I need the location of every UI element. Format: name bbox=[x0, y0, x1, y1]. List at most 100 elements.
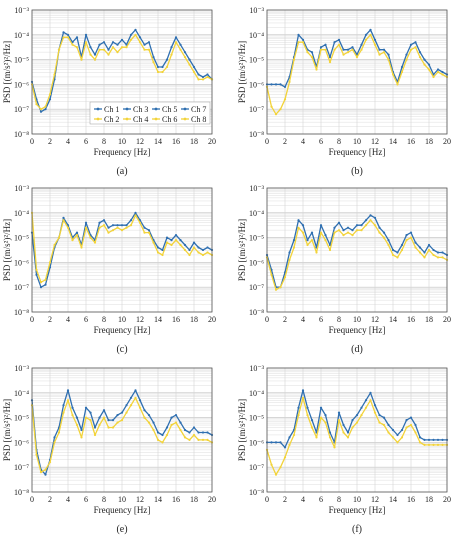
data-point-yellow bbox=[170, 423, 173, 427]
y-tick-label: 10⁻⁸ bbox=[249, 308, 264, 317]
data-point-blue bbox=[288, 436, 291, 439]
data-point-blue bbox=[409, 416, 413, 419]
x-tick-label: 16 bbox=[172, 137, 180, 146]
data-point-blue bbox=[418, 436, 422, 439]
data-point-yellow bbox=[183, 436, 187, 439]
x-tick-label: 0 bbox=[265, 495, 269, 504]
data-point-yellow bbox=[342, 53, 345, 56]
data-point-blue bbox=[337, 221, 341, 224]
data-point-yellow bbox=[111, 229, 115, 232]
data-point-yellow bbox=[279, 466, 282, 469]
data-point-yellow bbox=[279, 108, 282, 111]
data-point-yellow bbox=[288, 258, 291, 261]
data-point-yellow bbox=[44, 468, 47, 471]
legend-marker bbox=[125, 107, 129, 111]
data-point-blue bbox=[102, 41, 106, 44]
x-tick-label: 10 bbox=[118, 495, 126, 504]
data-point-blue bbox=[62, 216, 65, 219]
x-tick-label: 4 bbox=[301, 495, 305, 504]
data-point-blue bbox=[165, 58, 169, 61]
data-point-yellow bbox=[107, 231, 110, 234]
data-point-yellow bbox=[138, 406, 142, 409]
data-point-blue bbox=[188, 431, 191, 434]
data-point-blue bbox=[125, 224, 128, 227]
data-point-yellow bbox=[351, 48, 354, 51]
data-point-blue bbox=[161, 433, 164, 437]
x-tick-label: 4 bbox=[301, 137, 305, 146]
data-point-yellow bbox=[125, 411, 128, 414]
panel-label: (c) bbox=[116, 344, 127, 355]
data-point-yellow bbox=[369, 219, 372, 222]
data-point-blue bbox=[387, 423, 390, 427]
x-tick-label: 20 bbox=[208, 137, 216, 146]
data-point-blue bbox=[134, 211, 137, 214]
data-point-blue bbox=[310, 231, 314, 234]
data-point-yellow bbox=[405, 239, 408, 242]
data-point-blue bbox=[351, 229, 354, 232]
data-point-yellow bbox=[441, 256, 444, 259]
data-point-yellow bbox=[206, 251, 209, 254]
data-point-yellow bbox=[161, 70, 164, 74]
data-point-yellow bbox=[57, 48, 61, 51]
data-point-blue bbox=[414, 423, 417, 427]
legend-marker bbox=[183, 117, 187, 121]
data-point-yellow bbox=[378, 231, 381, 234]
data-point-yellow bbox=[129, 224, 133, 227]
x-tick-label: 8 bbox=[102, 137, 106, 146]
x-tick-label: 0 bbox=[30, 315, 34, 324]
data-point-yellow bbox=[346, 51, 350, 54]
data-point-blue bbox=[378, 48, 381, 51]
data-point-yellow bbox=[418, 251, 422, 254]
axes-frame bbox=[266, 9, 448, 135]
data-point-yellow bbox=[387, 58, 390, 61]
data-point-blue bbox=[183, 51, 187, 54]
legend-box bbox=[89, 101, 211, 125]
data-point-yellow bbox=[197, 251, 200, 254]
data-point-blue bbox=[306, 239, 309, 242]
data-point-yellow bbox=[351, 234, 354, 237]
data-point-yellow bbox=[310, 239, 314, 242]
data-point-yellow bbox=[342, 431, 345, 434]
data-point-yellow bbox=[116, 421, 119, 424]
x-tick-label: 12 bbox=[136, 137, 144, 146]
data-point-blue bbox=[355, 224, 359, 227]
data-point-yellow bbox=[297, 41, 300, 44]
x-tick-label: 10 bbox=[353, 315, 361, 324]
data-point-blue bbox=[310, 51, 314, 54]
data-point-blue bbox=[360, 43, 363, 46]
data-point-yellow bbox=[423, 256, 426, 259]
data-point-yellow bbox=[382, 423, 386, 427]
data-point-blue bbox=[116, 414, 119, 417]
data-point-blue bbox=[192, 241, 196, 244]
x-tick-label: 2 bbox=[48, 495, 52, 504]
data-point-yellow bbox=[134, 396, 137, 399]
data-point-blue bbox=[324, 43, 327, 46]
data-point-blue bbox=[179, 239, 182, 242]
data-point-blue bbox=[71, 406, 74, 409]
x-tick-label: 14 bbox=[389, 315, 397, 324]
chart-panel-6: 10⁻⁸ 10⁻⁷ 10⁻⁶ 10⁻⁵ 10⁻⁴ 10⁻³ 0 2 4 6 8 10 12 14 16 18 2… bbox=[237, 364, 451, 535]
data-point-yellow bbox=[337, 43, 341, 46]
data-point-blue bbox=[414, 241, 417, 244]
data-point-blue bbox=[143, 409, 146, 412]
data-point-blue bbox=[107, 419, 110, 422]
data-point-yellow bbox=[292, 246, 296, 249]
data-point-blue bbox=[274, 441, 278, 444]
data-point-blue bbox=[297, 406, 300, 409]
data-point-yellow bbox=[355, 421, 359, 424]
data-point-blue bbox=[270, 441, 273, 444]
data-point-yellow bbox=[48, 461, 52, 464]
data-point-yellow bbox=[183, 56, 187, 59]
data-point-blue bbox=[283, 85, 287, 88]
data-point-yellow bbox=[382, 236, 386, 239]
data-point-yellow bbox=[310, 426, 314, 429]
x-tick-label: 10 bbox=[118, 315, 126, 324]
data-point-blue bbox=[288, 251, 291, 254]
data-point-blue bbox=[89, 46, 92, 49]
y-axis-label: PSD [(m/s²)²/Hz] bbox=[237, 219, 247, 281]
y-tick-label: 10⁻⁴ bbox=[14, 389, 29, 398]
x-axis-label: Frequency [Hz] bbox=[94, 147, 151, 157]
data-point-blue bbox=[310, 419, 314, 422]
data-point-yellow bbox=[107, 426, 110, 429]
legend-marker bbox=[96, 107, 100, 111]
